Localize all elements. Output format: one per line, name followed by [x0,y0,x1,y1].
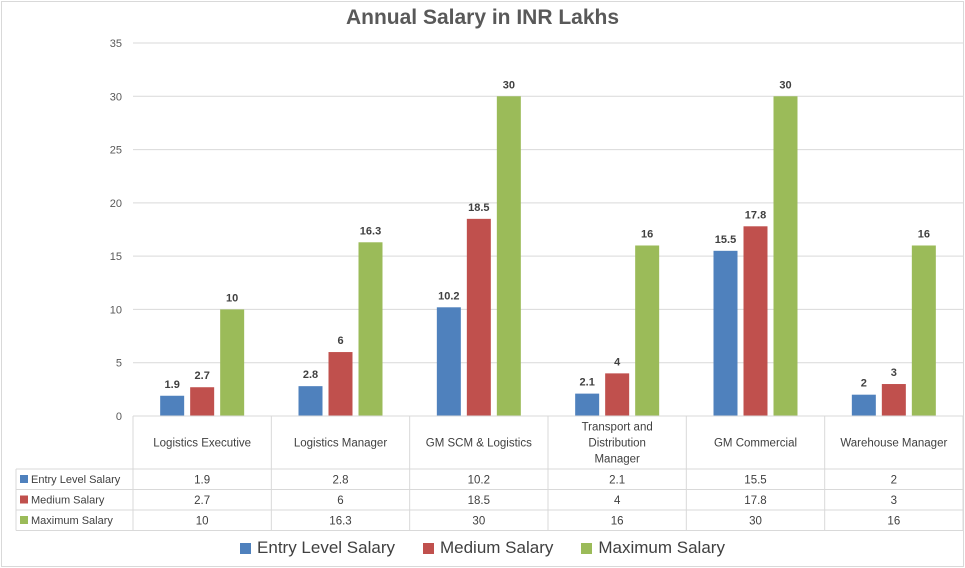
bar [436,307,461,416]
legend-label: Medium Salary [439,538,554,557]
data-label: 16.3 [360,225,381,237]
y-tick-label: 30 [110,91,122,103]
bar [190,387,215,416]
legend-label: Entry Level Salary [257,538,395,557]
x-category-label: Logistics Executive [153,438,251,450]
bar [358,242,383,416]
bar [743,226,768,416]
legend-key [20,495,28,504]
table-cell: 10.2 [468,475,490,487]
data-label: 2.1 [580,377,595,389]
chart-title: Annual Salary in INR Lakhs [345,6,620,29]
data-label: 30 [779,79,791,91]
table-row-label: Entry Level Salary [31,474,121,486]
data-label: 15.5 [715,234,736,246]
bar [773,96,798,417]
data-label: 6 [337,335,343,347]
bar [466,218,491,416]
bar [220,309,245,416]
x-category-label: Manager [594,454,640,466]
legend-swatch [581,543,593,555]
bar [881,384,906,416]
table-cell: 16 [611,516,624,528]
table-row-label: Medium Salary [31,495,105,507]
data-label: 17.8 [745,209,766,221]
legend-item: Entry Level Salary [240,538,395,558]
legend-key [20,475,28,483]
legend-item: Medium Salary [422,538,554,558]
legend-swatch [240,543,252,555]
bar [160,395,185,416]
table-cell: 1.9 [194,475,210,487]
table-cell: 15.5 [744,475,766,487]
table-cell: 30 [472,516,485,528]
data-label: 2.7 [195,370,210,382]
table-cell: 16.3 [329,516,351,528]
table-cell: 4 [614,495,621,507]
data-label: 4 [614,356,621,368]
x-category-label: GM SCM & Logistics [426,438,532,450]
legend-swatch [422,543,434,555]
x-category-label: Transport and [582,422,653,434]
legend-item: Maximum Salary [581,538,725,558]
x-category-label: Distribution [588,438,646,450]
x-category-label: Logistics Manager [294,438,387,450]
data-label: 10 [226,292,238,304]
data-label: 3 [891,367,897,379]
y-tick-label: 25 [110,145,122,157]
chart-legend: Entry Level Salary Medium Salary Maximum S… [0,538,965,558]
data-label: 1.9 [165,379,180,391]
table-cell: 18.5 [468,495,490,507]
table-cell: 2 [891,475,897,487]
table-cell: 17.8 [744,495,766,507]
y-tick-label: 5 [116,358,122,370]
y-tick-label: 0 [116,411,122,423]
data-label: 16 [918,228,930,240]
y-tick-label: 35 [110,38,122,50]
bar [496,96,521,417]
bar [298,386,323,416]
table-cell: 6 [337,495,343,507]
y-tick-label: 10 [110,304,122,316]
bar [635,245,660,416]
bar [911,245,936,416]
x-category-label: GM Commercial [714,438,797,450]
y-tick-label: 20 [110,198,122,210]
table-cell: 10 [196,516,209,528]
bar [605,373,630,416]
data-label: 16 [641,228,653,240]
table-cell: 2.7 [194,495,210,507]
table-cell: 3 [891,495,897,507]
bar [713,250,738,416]
bar [328,352,353,416]
legend-key [20,516,28,524]
table-cell: 2.8 [333,475,349,487]
data-label: 2 [861,378,867,390]
bar [575,393,600,416]
table-cell: 2.1 [609,475,625,487]
table-row-label: Maximum Salary [31,515,113,527]
data-label: 10.2 [438,290,459,302]
bar [851,394,876,416]
x-category-label: Warehouse Manager [840,438,947,450]
data-label: 18.5 [468,202,489,214]
data-label: 2.8 [303,369,318,381]
table-cell: 30 [749,516,762,528]
legend-label: Maximum Salary [598,538,725,557]
y-tick-label: 15 [110,251,122,263]
table-cell: 16 [887,516,900,528]
data-label: 30 [503,79,515,91]
